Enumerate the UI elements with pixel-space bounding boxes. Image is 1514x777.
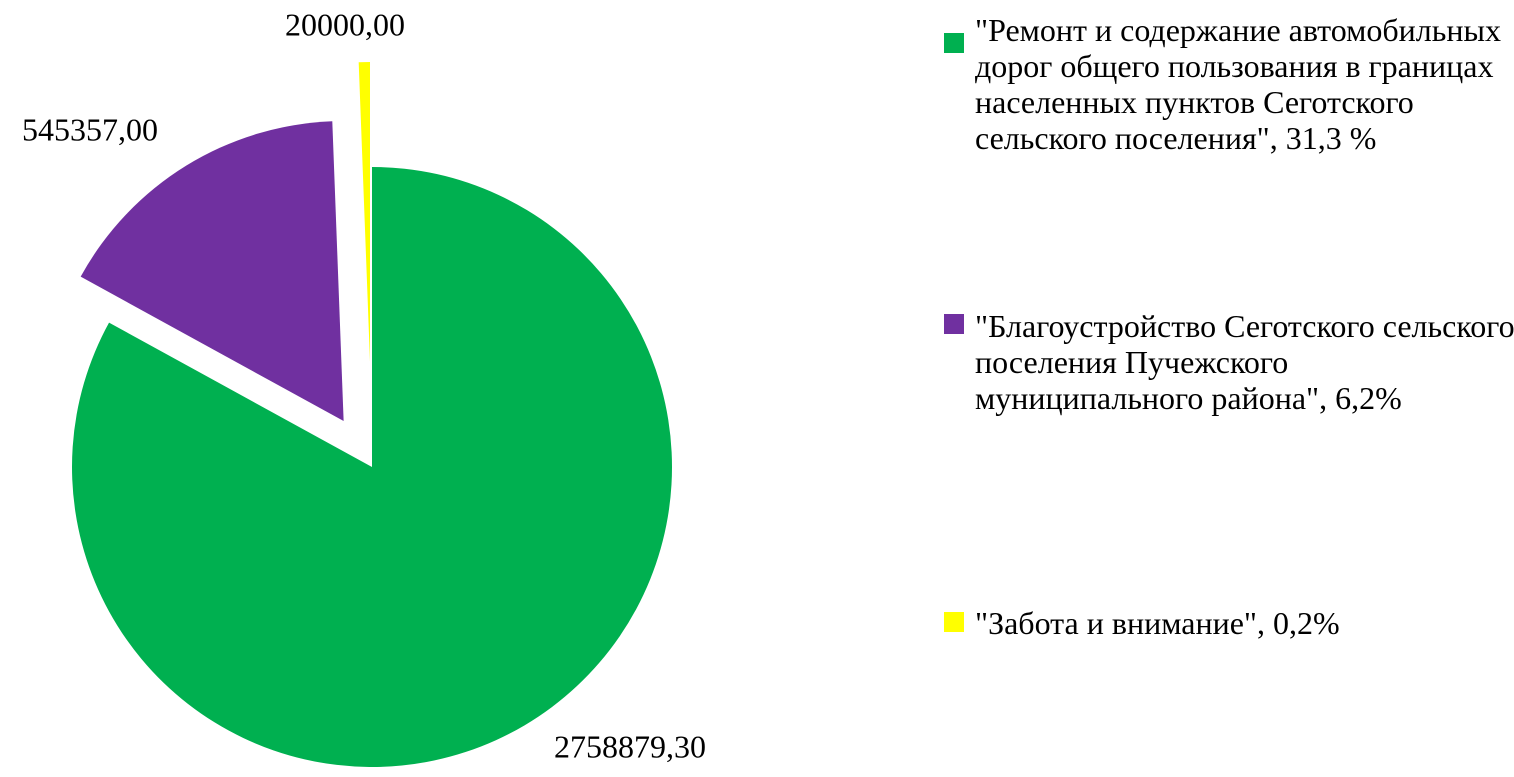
pie-area: 2758879,30 545357,00 20000,00 [22,6,706,767]
legend-label: "Ремонт и содержание автомобильных дорог… [975,12,1501,156]
pie-slice [72,167,673,767]
pie-slice [358,62,371,363]
data-label: 545357,00 [22,111,158,147]
legend-label: "Благоустройство Сеготского сельского по… [975,308,1514,416]
pie-slice [80,121,344,422]
legend-swatch [944,314,964,334]
data-label: 20000,00 [285,6,405,42]
data-label: 2758879,30 [554,728,706,764]
legend-label: "Забота и внимание", 0,2% [975,605,1340,641]
legend-swatch [944,612,964,632]
legend-swatch [944,33,964,53]
